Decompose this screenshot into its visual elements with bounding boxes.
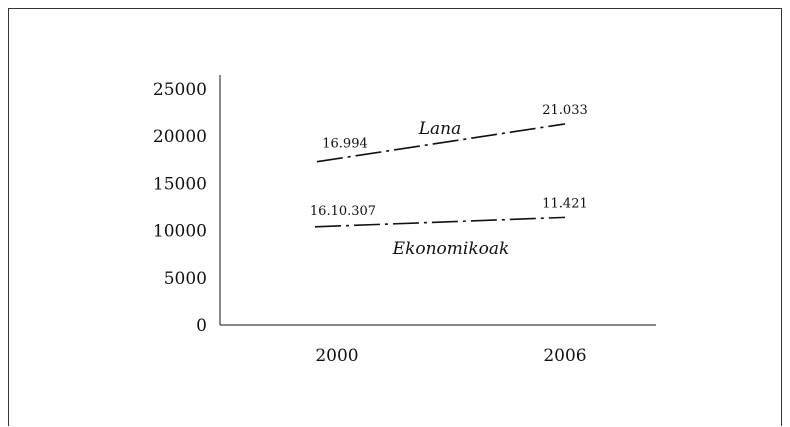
y-tick-label: 5000 [164, 269, 207, 289]
y-tick-label: 0 [196, 316, 207, 336]
series-line-lana [316, 123, 566, 163]
series-label: Ekonomikoak [392, 239, 510, 259]
data-label: 11.421 [542, 196, 588, 211]
y-tick-label: 15000 [153, 174, 207, 194]
series-label: Lana [418, 119, 462, 139]
line-chart: 25000 20000 15000 10000 5000 0 2000 2006 16.99… [153, 75, 656, 366]
y-tick-label: 20000 [153, 127, 207, 147]
y-tick-label: 25000 [153, 80, 207, 100]
y-tick-label: 10000 [153, 222, 207, 242]
chart-frame: 25000 20000 15000 10000 5000 0 2000 2006 16.99… [8, 8, 782, 426]
data-label: 16.994 [322, 137, 368, 152]
x-tick-label: 2006 [543, 346, 586, 366]
data-label: 21.033 [542, 103, 588, 118]
data-label: 16.10.307 [310, 204, 376, 219]
series-line-ekonomikoak [314, 216, 566, 228]
x-tick-label: 2000 [315, 346, 358, 366]
